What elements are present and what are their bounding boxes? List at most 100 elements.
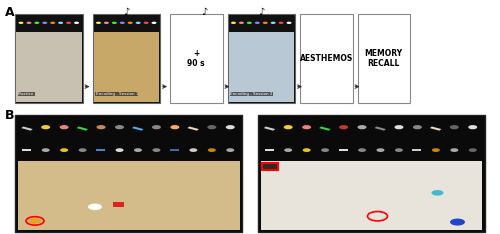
Circle shape	[74, 22, 79, 24]
Circle shape	[136, 22, 140, 24]
Text: Encoding - Session 2: Encoding - Session 2	[230, 92, 273, 96]
Bar	[412, 149, 422, 151]
Bar	[228, 32, 294, 102]
Circle shape	[152, 148, 160, 152]
Circle shape	[34, 22, 40, 24]
Circle shape	[58, 22, 63, 24]
Circle shape	[78, 148, 86, 152]
Text: MEMORY
RECALL: MEMORY RECALL	[364, 49, 403, 68]
Circle shape	[284, 125, 292, 129]
Circle shape	[60, 148, 68, 152]
Circle shape	[432, 190, 444, 196]
Circle shape	[450, 148, 458, 152]
Circle shape	[120, 22, 125, 24]
Bar	[262, 163, 278, 170]
Circle shape	[42, 22, 48, 24]
Circle shape	[284, 148, 292, 152]
Circle shape	[339, 125, 348, 129]
Circle shape	[239, 22, 244, 24]
Circle shape	[358, 125, 366, 129]
Circle shape	[116, 148, 124, 152]
Circle shape	[96, 125, 106, 129]
Bar	[260, 116, 482, 138]
Circle shape	[208, 148, 216, 152]
Text: B: B	[5, 109, 15, 122]
Bar	[18, 161, 240, 230]
Circle shape	[432, 148, 440, 152]
Bar	[260, 161, 482, 230]
Bar	[21, 127, 33, 131]
Bar	[319, 127, 330, 131]
Bar	[264, 127, 276, 131]
Bar	[300, 14, 352, 103]
Circle shape	[321, 148, 329, 152]
Bar	[228, 14, 295, 103]
Circle shape	[26, 22, 32, 24]
Circle shape	[231, 22, 236, 24]
Bar	[16, 32, 82, 102]
Circle shape	[226, 125, 235, 129]
Bar	[16, 15, 82, 32]
Bar	[18, 139, 240, 161]
Circle shape	[170, 125, 179, 129]
Circle shape	[66, 22, 71, 24]
Text: ♪: ♪	[201, 7, 207, 17]
Circle shape	[128, 22, 132, 24]
Bar	[96, 149, 105, 151]
Bar	[374, 127, 386, 131]
Circle shape	[112, 22, 117, 24]
Bar	[430, 127, 442, 131]
Bar	[76, 127, 88, 131]
Bar	[358, 14, 410, 103]
Circle shape	[29, 218, 41, 224]
Text: ♪: ♪	[258, 7, 264, 17]
Bar	[94, 32, 159, 102]
Circle shape	[18, 22, 24, 24]
Circle shape	[468, 125, 477, 129]
Circle shape	[152, 125, 161, 129]
Bar	[170, 149, 179, 151]
Circle shape	[96, 22, 101, 24]
Circle shape	[190, 148, 198, 152]
Circle shape	[395, 148, 403, 152]
Circle shape	[88, 204, 102, 210]
Circle shape	[247, 22, 252, 24]
Circle shape	[302, 148, 310, 152]
Circle shape	[286, 22, 292, 24]
Text: Practice: Practice	[18, 92, 34, 96]
Bar	[22, 149, 31, 151]
Circle shape	[469, 148, 477, 152]
Bar	[15, 115, 242, 232]
Circle shape	[115, 125, 124, 129]
Bar	[170, 14, 222, 103]
Bar	[338, 149, 347, 151]
Circle shape	[278, 22, 283, 24]
Bar	[15, 14, 82, 103]
Bar	[92, 14, 160, 103]
Circle shape	[450, 125, 459, 129]
Text: +
90 s: + 90 s	[188, 49, 205, 68]
Bar	[94, 15, 159, 32]
Circle shape	[302, 125, 311, 129]
Circle shape	[42, 148, 50, 152]
Circle shape	[134, 148, 142, 152]
Bar	[188, 127, 199, 131]
Bar	[258, 115, 485, 232]
Bar	[112, 202, 124, 207]
Circle shape	[270, 22, 276, 24]
Circle shape	[394, 125, 404, 129]
Text: ♪: ♪	[124, 7, 130, 17]
Circle shape	[152, 22, 156, 24]
Circle shape	[104, 22, 109, 24]
Circle shape	[255, 22, 260, 24]
Circle shape	[450, 219, 465, 226]
Text: AESTHEMOS: AESTHEMOS	[300, 54, 353, 63]
Circle shape	[60, 125, 68, 129]
Bar	[132, 127, 143, 131]
Circle shape	[262, 22, 268, 24]
Bar	[18, 116, 240, 138]
Circle shape	[226, 148, 234, 152]
Circle shape	[208, 125, 216, 129]
Circle shape	[413, 125, 422, 129]
Bar	[264, 149, 274, 151]
